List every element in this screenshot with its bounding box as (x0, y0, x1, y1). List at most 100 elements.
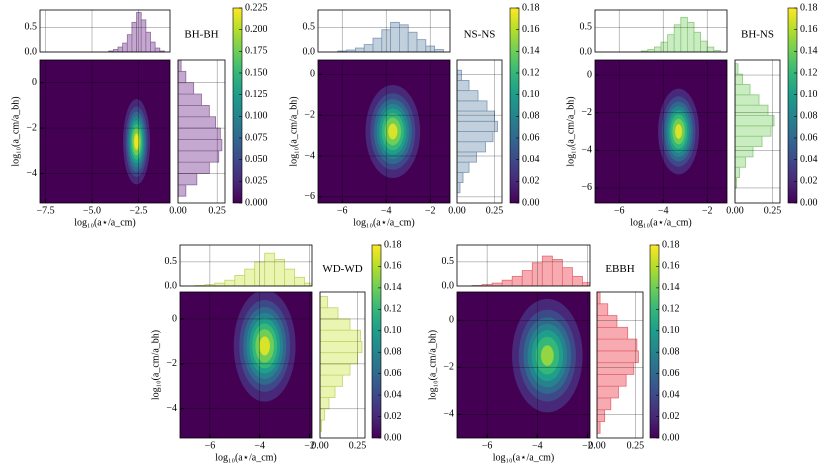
y-axis-label: log₁₀(a_cm/a_bh) (150, 330, 161, 400)
y-tick-label: 0.0 (442, 280, 455, 291)
colorbar-tick-label: 0.06 (384, 368, 402, 379)
panel-title: BH-NS (741, 29, 774, 41)
x-tick-label: −7.5 (37, 205, 55, 216)
colorbar-tick-label: 0.050 (245, 154, 268, 165)
histogram-bar (735, 94, 760, 106)
colorbar-tick-label: 0.04 (522, 154, 540, 165)
kde-peak (259, 336, 270, 356)
axes-frame (177, 59, 226, 204)
histogram-bar (320, 385, 336, 398)
axes-frame (39, 59, 171, 204)
colorbar (371, 244, 382, 439)
histogram-bar (154, 47, 161, 52)
colorbar-tick-label: 0.00 (384, 432, 402, 443)
x-tick-label: 0.25 (486, 205, 504, 216)
histogram-bar (320, 296, 328, 309)
histogram-bar (274, 259, 286, 286)
axes-frame (179, 291, 313, 439)
colorbar-tick-label: 0.225 (245, 2, 268, 13)
colorbar-tick-label: 0.16 (800, 24, 818, 35)
histogram-bar (320, 408, 325, 421)
y-tick-label: 0.5 (25, 22, 38, 33)
histogram-bar (284, 268, 295, 286)
x-tick-label: −2 (702, 205, 713, 216)
histogram-bar (693, 31, 701, 52)
colorbar-tick-label: 0.02 (662, 411, 680, 422)
histogram-bar (117, 46, 124, 52)
histogram-bar (214, 282, 226, 286)
histogram-bar (398, 24, 409, 52)
y-axis-label: log₁₀(a_cm/a_bh) (565, 96, 576, 166)
colorbar-tick-label: 0.02 (384, 411, 402, 422)
histogram-bar (178, 139, 223, 152)
axes-frame (179, 244, 313, 287)
colorbar-tick-label: 0.06 (662, 368, 680, 379)
histogram-bar (178, 127, 221, 140)
axes-frame (319, 291, 366, 439)
x-axis-label: log₁₀(a⋆/a_cm) (74, 217, 136, 228)
histogram-bar (673, 24, 682, 52)
histogram-bar (126, 34, 133, 52)
x-tick-label: −2 (304, 440, 315, 451)
histogram-bar (700, 40, 708, 52)
histogram-bar (122, 42, 128, 52)
histogram-bar (735, 146, 754, 158)
axes-frame (594, 59, 728, 204)
histogram-bar (320, 307, 339, 320)
histogram-bar (457, 80, 470, 92)
y-tick-label: −2 (304, 109, 315, 120)
y-tick-label: 0.0 (303, 46, 316, 57)
histogram-bar (597, 374, 627, 387)
x-tick-label: 0.25 (764, 205, 782, 216)
histogram-bar (457, 110, 495, 122)
colorbar-tick-label: 0.10 (522, 89, 540, 100)
y-tick-label: 0.5 (580, 22, 593, 33)
colorbar-tick-label: 0.14 (662, 282, 680, 293)
histogram-bar (597, 315, 618, 328)
histogram-bar (597, 350, 639, 364)
x-tick-label: −2.5 (129, 205, 147, 216)
colorbar-tick-label: 0.18 (384, 239, 402, 250)
y-tick-label: −4 (443, 409, 454, 420)
colorbar (787, 7, 798, 204)
histogram-bar (178, 184, 187, 197)
histogram-bar (597, 409, 606, 422)
y-tick-label: 0 (310, 69, 315, 80)
histogram-bar (390, 21, 400, 52)
histogram-bar (660, 41, 668, 52)
colorbar-tick-label: 0.200 (245, 24, 268, 35)
top-histogram (640, 17, 721, 52)
colorbar-tick-label: 0.100 (245, 111, 268, 122)
histogram-bar (457, 69, 462, 81)
x-tick-label: −6 (614, 205, 625, 216)
colorbar-tick-label: 0.150 (245, 67, 268, 78)
colorbar-tick-label: 0.00 (522, 197, 540, 208)
axes-frame (39, 9, 171, 53)
colorbar-tick-label: 0.000 (245, 197, 268, 208)
y-axis-label: log₁₀(a_cm/a_bh) (427, 330, 438, 400)
x-tick-label: −5.0 (83, 205, 101, 216)
histogram-bar (363, 44, 374, 52)
x-axis-label: log₁₀(a⋆/a_cm) (630, 217, 692, 228)
x-tick-label: 0.25 (349, 440, 367, 451)
y-tick-label: 0.0 (580, 46, 593, 57)
colorbar-tick-label: 0.12 (384, 304, 402, 315)
histogram-bar (178, 116, 216, 129)
histogram-bar (541, 255, 553, 286)
histogram-bar (354, 47, 365, 52)
colorbar (509, 7, 520, 204)
colorbar-tick-label: 0.04 (384, 389, 402, 400)
y-tick-label: 0 (587, 69, 592, 80)
x-tick-label: 0.00 (588, 440, 606, 451)
colorbar-tick-label: 0.125 (245, 89, 268, 100)
x-tick-label: 0.25 (627, 440, 645, 451)
right-histogram (178, 60, 223, 197)
colorbar-tick-label: 0.08 (800, 111, 818, 122)
y-axis-label: log₁₀(a_cm/a_bh) (10, 96, 21, 166)
colorbar-tick-label: 0.075 (245, 132, 268, 143)
histogram-bar (735, 156, 746, 168)
x-tick-label: −6 (205, 440, 216, 451)
x-tick-label: −6 (337, 205, 348, 216)
right-histogram (597, 292, 639, 434)
kde-background (40, 60, 170, 203)
